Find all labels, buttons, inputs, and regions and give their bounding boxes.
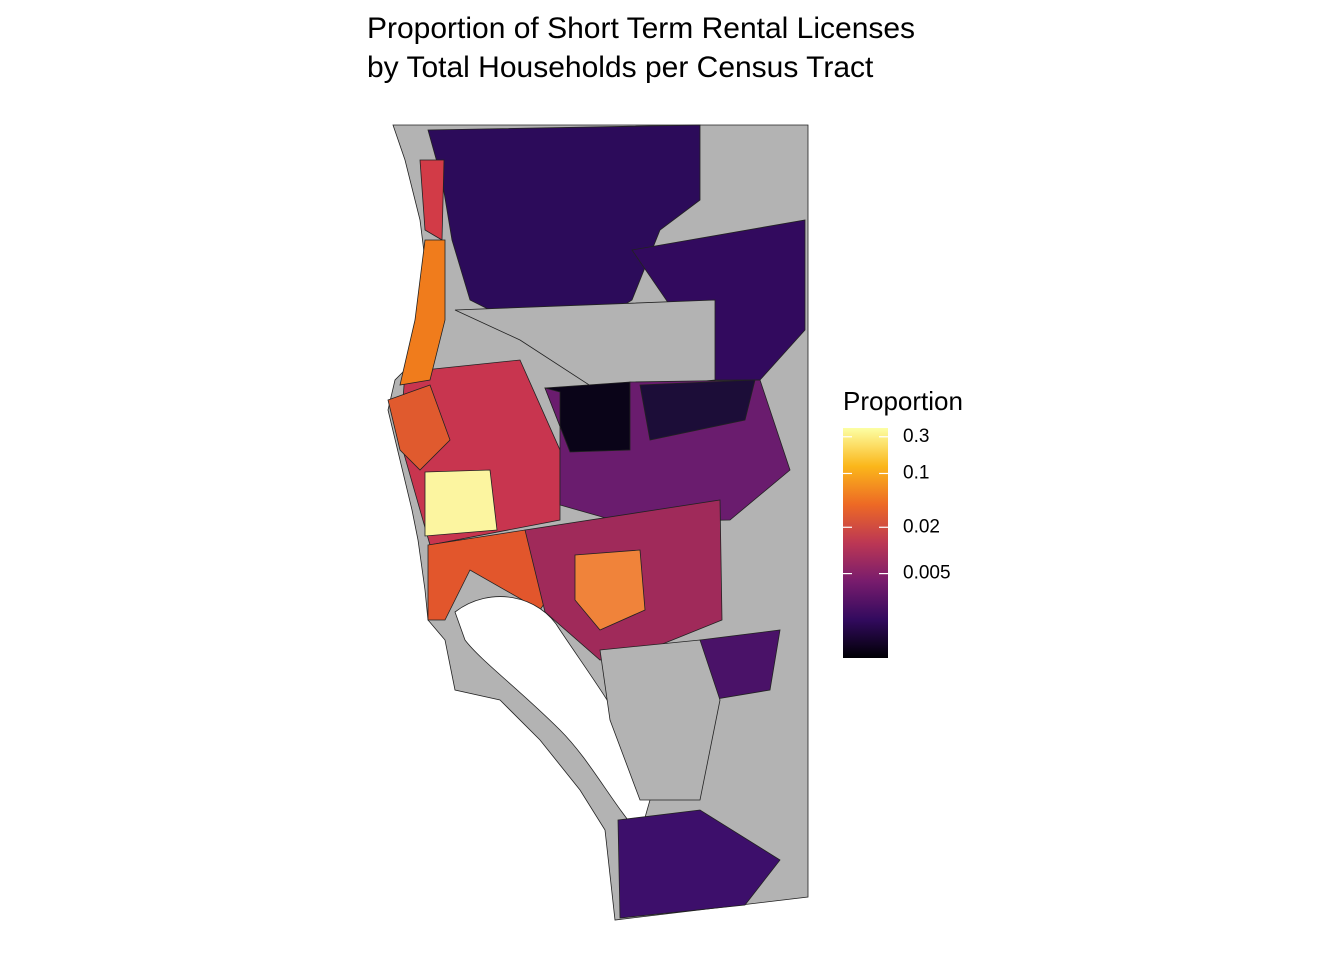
legend-title: Proportion — [843, 386, 963, 416]
tick-label: 0.1 — [903, 462, 929, 483]
tract-area — [574, 549, 646, 631]
tract-area — [399, 239, 446, 386]
tract-area — [424, 469, 498, 537]
tract-area — [639, 379, 756, 441]
tract-area — [617, 809, 781, 919]
chart-title: by Total Households per Census Tract — [367, 51, 874, 84]
legend: Proportion 0.3 0.1 0.02 0.005 — [843, 386, 963, 658]
chart-title: Proportion of Short Term Rental Licenses — [367, 12, 915, 45]
colorbar — [843, 428, 888, 658]
tract-area — [599, 639, 721, 801]
tick-label: 0.005 — [903, 563, 951, 584]
tract-area — [387, 384, 451, 471]
tick-label: 0.3 — [903, 426, 929, 447]
tick-label: 0.02 — [903, 516, 940, 537]
map — [387, 124, 809, 921]
